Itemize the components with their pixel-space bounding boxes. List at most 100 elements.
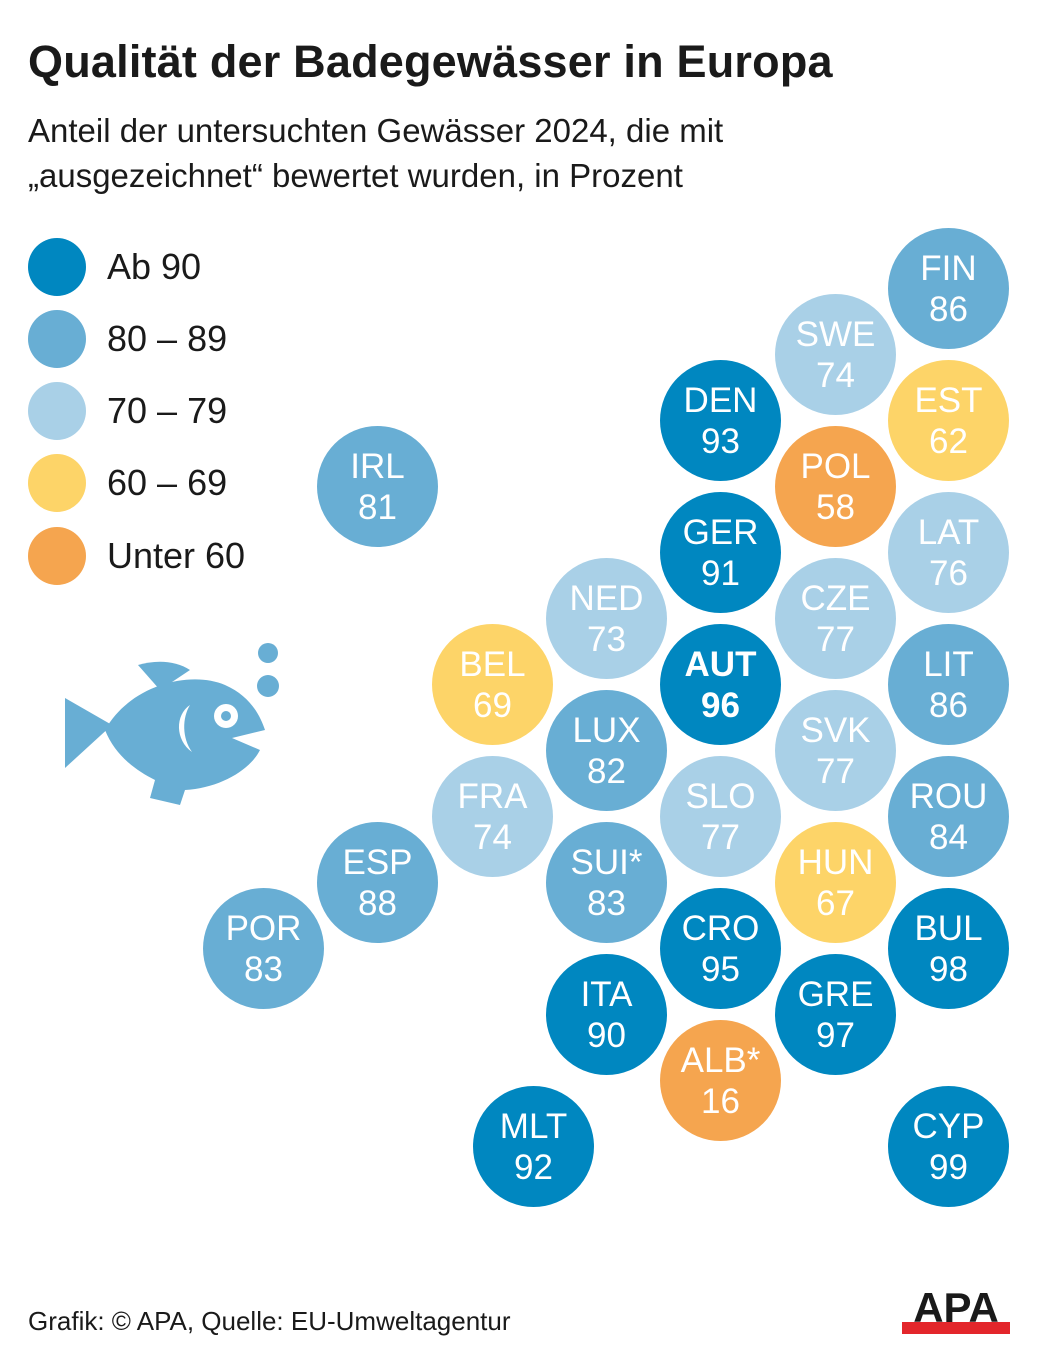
- country-bubble-slo: SLO 77: [660, 756, 781, 877]
- country-code: ITA: [580, 974, 633, 1014]
- country-code: HUN: [797, 842, 874, 882]
- country-code: SWE: [795, 314, 876, 354]
- country-value: 74: [473, 817, 512, 857]
- country-code: CYP: [912, 1106, 985, 1146]
- legend-swatch: [28, 527, 86, 585]
- country-code: SVK: [800, 710, 871, 750]
- country-code: SLO: [685, 776, 756, 816]
- country-value: 86: [929, 289, 968, 329]
- country-value: 86: [929, 685, 968, 725]
- country-code: ALB*: [680, 1040, 761, 1080]
- country-bubble-lux: LUX 82: [546, 690, 667, 811]
- country-bubble-lat: LAT 76: [888, 492, 1009, 613]
- legend-swatch: [28, 238, 86, 296]
- country-value: 67: [816, 883, 855, 923]
- country-code: BEL: [459, 644, 526, 684]
- country-bubble-lit: LIT 86: [888, 624, 1009, 745]
- country-code: LIT: [923, 644, 974, 684]
- country-bubble-bul: BUL 98: [888, 888, 1009, 1009]
- country-code: GER: [682, 512, 759, 552]
- country-bubble-fin: FIN 86: [888, 228, 1009, 349]
- fish-icon: [65, 643, 279, 805]
- country-bubble-alb: ALB* 16: [660, 1020, 781, 1141]
- legend-item: 60 – 69: [28, 453, 227, 513]
- country-value: 81: [358, 487, 397, 527]
- legend-swatch: [28, 310, 86, 368]
- country-code: CZE: [800, 578, 871, 618]
- country-bubble-bel: BEL 69: [432, 624, 553, 745]
- country-value: 84: [929, 817, 968, 857]
- country-bubble-por: POR 83: [203, 888, 324, 1009]
- legend-label: 70 – 79: [107, 390, 228, 431]
- country-bubble-mlt: MLT 92: [473, 1086, 594, 1207]
- country-value: 93: [701, 421, 740, 461]
- country-code: IRL: [350, 446, 405, 486]
- country-bubble-hun: HUN 67: [775, 822, 896, 943]
- country-code: FRA: [457, 776, 528, 816]
- country-bubble-ger: GER 91: [660, 492, 781, 613]
- country-bubble-den: DEN 93: [660, 360, 781, 481]
- country-value: 77: [816, 751, 855, 791]
- country-code: MLT: [499, 1106, 568, 1146]
- country-code: ROU: [909, 776, 988, 816]
- country-code: GRE: [797, 974, 874, 1014]
- country-code: DEN: [683, 380, 758, 420]
- country-value: 82: [587, 751, 626, 791]
- legend-item: Ab 90: [28, 237, 201, 297]
- legend-label: 80 – 89: [107, 318, 228, 359]
- country-value: 74: [816, 355, 855, 395]
- country-value: 91: [701, 553, 740, 593]
- country-code: ESP: [342, 842, 413, 882]
- subtitle-line-2: „ausgezeichnet“ bewertet wurden, in Proz…: [28, 157, 683, 194]
- chart-title: Qualität der Badegewässer in Europa: [28, 36, 833, 87]
- country-value: 16: [701, 1081, 740, 1121]
- country-code: EST: [914, 380, 983, 420]
- country-code: POL: [800, 446, 871, 486]
- country-value: 69: [473, 685, 512, 725]
- country-value: 77: [701, 817, 740, 857]
- country-bubble-cro: CRO 95: [660, 888, 781, 1009]
- legend-label: Unter 60: [107, 535, 246, 576]
- country-value: 73: [587, 619, 626, 659]
- country-value: 90: [587, 1015, 626, 1055]
- legend-item: 80 – 89: [28, 309, 227, 369]
- country-code: BUL: [914, 908, 983, 948]
- country-bubble-rou: ROU 84: [888, 756, 1009, 877]
- country-bubble-sui: SUI* 83: [546, 822, 667, 943]
- country-code: POR: [225, 908, 302, 948]
- country-value: 76: [929, 553, 968, 593]
- country-value: 88: [358, 883, 397, 923]
- country-bubble-gre: GRE 97: [775, 954, 896, 1075]
- country-value: 77: [816, 619, 855, 659]
- country-code: NED: [569, 578, 644, 618]
- country-value: 99: [929, 1147, 968, 1187]
- legend-item: Unter 60: [28, 526, 245, 586]
- country-value: 97: [816, 1015, 855, 1055]
- country-code: LUX: [572, 710, 641, 750]
- country-bubble-cyp: CYP 99: [888, 1086, 1009, 1207]
- country-bubble-ita: ITA 90: [546, 954, 667, 1075]
- country-bubble-swe: SWE 74: [775, 294, 896, 415]
- country-bubble-ned: NED 73: [546, 558, 667, 679]
- legend-swatch: [28, 382, 86, 440]
- country-bubble-aut: AUT 96: [660, 624, 781, 745]
- legend-label: Ab 90: [107, 246, 202, 287]
- legend-item: 70 – 79: [28, 381, 227, 441]
- country-bubble-svk: SVK 77: [775, 690, 896, 811]
- country-value: 98: [929, 949, 968, 989]
- chart-subtitle: Anteil der untersuchten Gewässer 2024, d…: [28, 108, 723, 198]
- country-value: 96: [701, 685, 740, 725]
- country-bubble-irl: IRL 81: [317, 426, 438, 547]
- country-code: LAT: [917, 512, 980, 552]
- apa-logo: APA: [902, 1288, 1010, 1334]
- legend-label: 60 – 69: [107, 462, 228, 503]
- country-bubble-fra: FRA 74: [432, 756, 553, 877]
- country-bubble-est: EST 62: [888, 360, 1009, 481]
- legend-swatch: [28, 454, 86, 512]
- country-code: FIN: [920, 248, 977, 288]
- country-value: 83: [244, 949, 283, 989]
- source-credit: Grafik: © APA, Quelle: EU-Umweltagentur: [28, 1306, 511, 1336]
- country-bubble-esp: ESP 88: [317, 822, 438, 943]
- subtitle-line-1: Anteil der untersuchten Gewässer 2024, d…: [28, 112, 724, 149]
- country-value: 62: [929, 421, 968, 461]
